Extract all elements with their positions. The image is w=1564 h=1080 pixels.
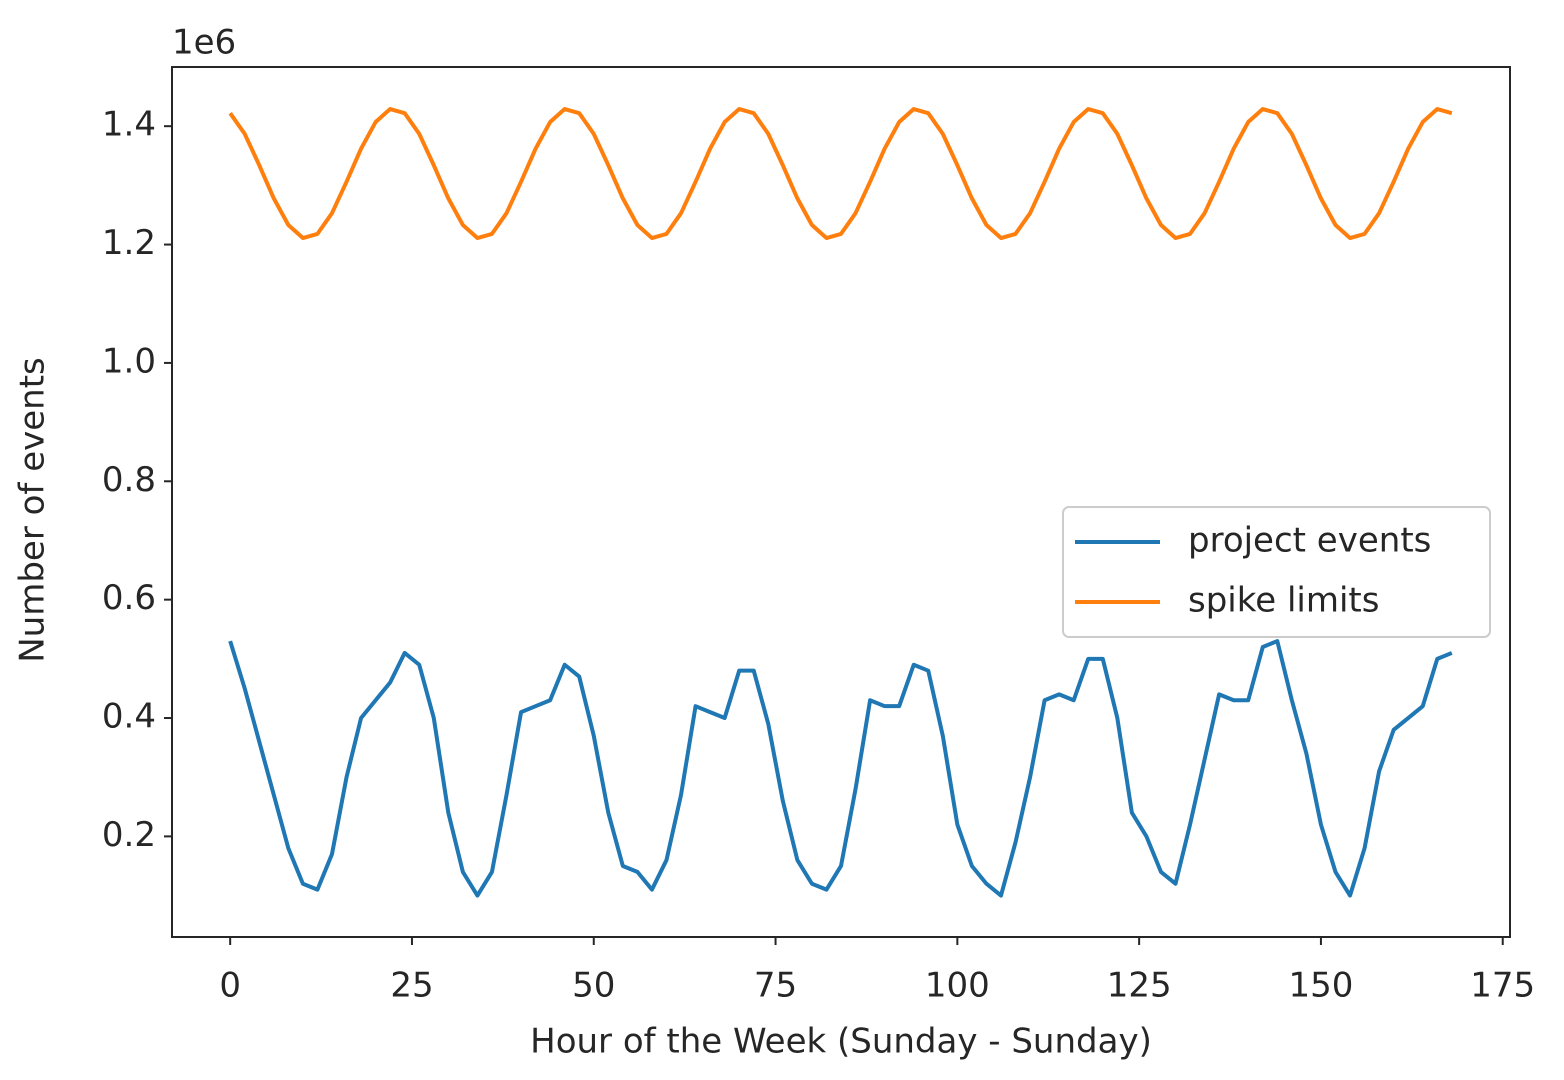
y-tick-label: 1.4 — [102, 105, 156, 145]
line — [228, 107, 1453, 241]
legend-label: spike limits — [1188, 581, 1379, 621]
x-tick-label: 150 — [1288, 966, 1353, 1006]
x-tick-label: 0 — [219, 966, 241, 1006]
legend-box — [1062, 506, 1491, 638]
y-offset-label: 1e6 — [172, 23, 236, 63]
plot-frame — [171, 66, 1511, 938]
x-tick-label: 175 — [1470, 966, 1535, 1006]
x-tick-label: 25 — [390, 966, 433, 1006]
y-tick-label: 0.6 — [102, 578, 156, 618]
legend-label: project events — [1188, 521, 1431, 561]
x-tick-label: 75 — [754, 966, 797, 1006]
x-tick-label: 50 — [572, 966, 615, 1006]
y-tick-label: 0.8 — [102, 460, 156, 500]
x-tick-label: 100 — [925, 966, 990, 1006]
x-axis-label: Hour of the Week (Sunday - Sunday) — [530, 1022, 1152, 1062]
line — [228, 639, 1453, 898]
y-tick-label: 1.0 — [102, 341, 156, 381]
y-tick-label: 0.4 — [102, 697, 156, 737]
y-tick-label: 1.2 — [102, 223, 156, 263]
y-tick-label: 0.2 — [102, 815, 156, 855]
y-axis-label: Number of events — [13, 357, 53, 663]
x-tick-label: 125 — [1107, 966, 1172, 1006]
